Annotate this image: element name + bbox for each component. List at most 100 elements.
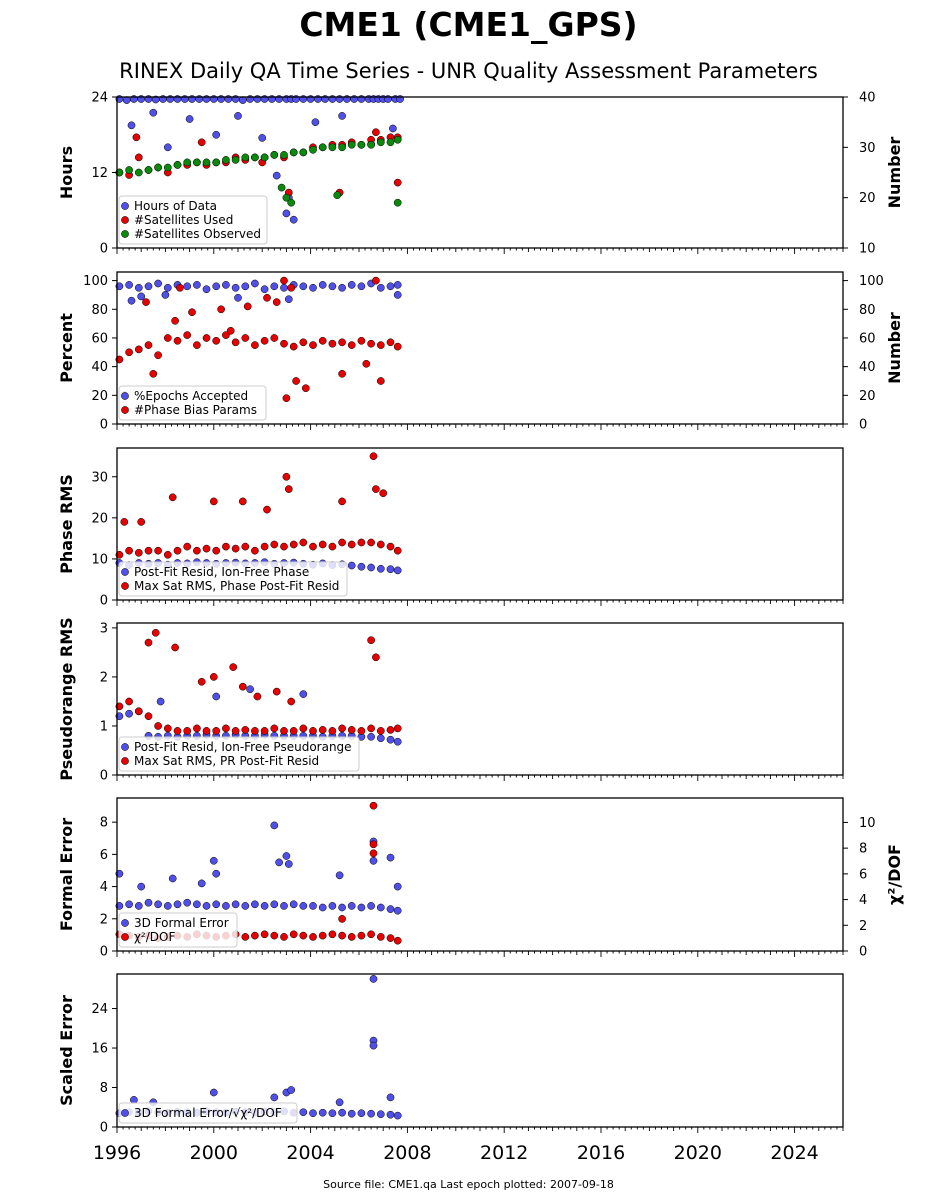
data-point-s1 [335, 1098, 344, 1107]
data-point-s2 [376, 933, 385, 941]
data-point-s3 [299, 148, 308, 157]
data-point-s3 [287, 198, 296, 207]
y-right-tick-label: 30 [859, 141, 876, 156]
data-point-s2 [154, 546, 162, 555]
legend: 3D Formal Error/√χ²/DOF [118, 1102, 298, 1124]
data-point-s2 [280, 542, 288, 551]
data-point-s1 [251, 279, 259, 288]
data-point-s1 [272, 171, 281, 180]
data-point-s2 [134, 345, 143, 354]
data-point-s2 [171, 316, 179, 325]
data-point-s2 [270, 724, 279, 733]
data-point-s2 [338, 724, 346, 733]
data-point-s2 [173, 546, 182, 555]
data-point-s3 [241, 153, 250, 162]
legend-marker [121, 933, 129, 941]
data-point-s2 [318, 540, 327, 549]
data-point-s1 [318, 1108, 327, 1117]
legend-marker [121, 406, 129, 414]
y-right-axis-label: χ²/DOF [885, 844, 904, 905]
data-point-s1 [270, 1093, 279, 1102]
data-point-s2 [280, 276, 288, 285]
y-tick-label: 2 [100, 670, 108, 685]
data-point-s2 [372, 485, 380, 493]
data-point-s2 [241, 334, 250, 342]
data-point-s2 [367, 724, 375, 733]
legend-box [118, 736, 360, 772]
data-point-s2 [357, 727, 366, 735]
data-point-s1 [309, 902, 317, 910]
data-point-s1 [369, 856, 378, 865]
y-axis-label: Percent [57, 313, 76, 383]
legend-box [118, 912, 238, 948]
data-point-s1 [270, 282, 279, 291]
data-point-s3 [386, 138, 395, 147]
data-point-s2 [168, 493, 177, 502]
y-tick-label: 3 [100, 621, 108, 636]
data-point-s2 [238, 497, 247, 506]
legend-label: #Satellites Observed [134, 227, 261, 241]
series-points [115, 975, 402, 1120]
data-point-s2 [197, 138, 206, 147]
y-axis-label: Hours [57, 146, 76, 199]
data-point-s2 [120, 518, 129, 526]
data-point-s1 [260, 902, 269, 910]
panel-3: 0 10 20 30 Phase RMS Post-Fit Resid, Ion-Free… [57, 447, 844, 609]
data-point-s2 [357, 538, 366, 547]
data-point-s1 [209, 1088, 218, 1097]
data-point-s1 [357, 562, 366, 571]
x-tick-label: 2016 [577, 1142, 625, 1164]
data-point-s2 [338, 931, 346, 940]
data-point-s2 [347, 341, 356, 349]
data-point-s3 [154, 163, 162, 172]
y-tick-label: 10 [91, 552, 108, 567]
data-point-s3 [125, 166, 133, 174]
data-point-s2 [376, 377, 385, 385]
data-point-s1 [376, 564, 385, 573]
data-point-s1 [287, 1086, 296, 1094]
figure-subtitle: RINEX Daily QA Time Series - UNR Quality… [119, 59, 818, 83]
data-point-s2 [270, 334, 279, 342]
panel-2: 0 20 40 60 80 100 0 20 40 60 80 100 Number Percent %Ep… [57, 271, 904, 433]
data-point-s2 [270, 931, 279, 940]
data-point-s1 [251, 900, 259, 909]
y-tick-label: 0 [100, 1121, 108, 1136]
y-right-tick-label: 0 [859, 945, 867, 960]
y-right-tick-label: 6 [859, 867, 867, 882]
data-point-s1 [197, 879, 206, 888]
data-point-s1 [386, 1093, 395, 1102]
data-point-s2 [202, 544, 211, 553]
x-tick-label: 2020 [674, 1142, 722, 1164]
data-point-s2 [173, 727, 182, 735]
data-point-s2 [357, 336, 366, 345]
y-axis-label: Pseudorange RMS [57, 617, 76, 780]
data-point-s2 [193, 724, 201, 733]
series-points [115, 628, 402, 746]
data-point-s2 [183, 542, 192, 551]
legend-marker [121, 568, 129, 576]
data-point-s1 [393, 291, 402, 299]
data-point-s1 [222, 902, 230, 910]
data-point-s1 [144, 898, 153, 907]
y-tick-label: 60 [91, 331, 108, 346]
data-point-s3 [393, 135, 402, 144]
data-point-s2 [309, 341, 317, 349]
data-point-s2 [338, 338, 346, 347]
data-point-s1 [347, 902, 356, 910]
data-point-s2 [272, 298, 281, 306]
data-point-s2 [367, 930, 375, 939]
data-point-s2 [328, 542, 337, 551]
data-point-s3 [357, 140, 366, 149]
data-point-s1 [212, 130, 221, 139]
y-right-tick-label: 10 [859, 816, 876, 831]
data-point-s1 [338, 112, 346, 120]
data-point-s1 [127, 296, 136, 305]
data-point-s1 [386, 565, 395, 574]
data-point-s2 [318, 336, 327, 345]
data-point-s2 [202, 727, 211, 735]
data-point-s1 [347, 281, 356, 289]
data-point-s1 [328, 902, 337, 910]
data-point-s2 [193, 546, 201, 555]
